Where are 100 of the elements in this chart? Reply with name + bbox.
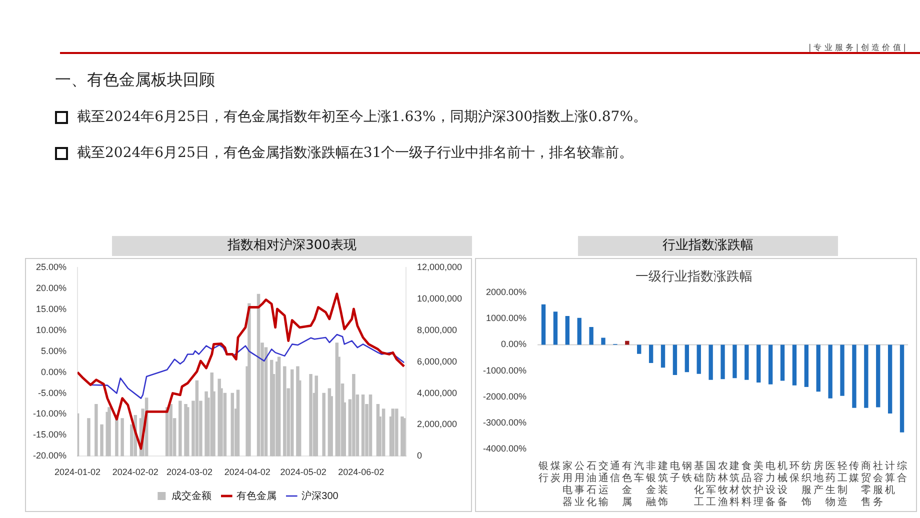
bar bbox=[94, 404, 98, 456]
x-tick-label: 社会服务 bbox=[873, 460, 884, 508]
y2-tick-label: 8,000,000 bbox=[416, 324, 458, 335]
bar bbox=[648, 344, 654, 363]
bar bbox=[828, 344, 832, 398]
bar bbox=[236, 390, 240, 456]
x-tick-label: 非银金融 bbox=[645, 460, 656, 508]
x-tick-label: 2024-03-02 bbox=[166, 467, 213, 478]
y-tick-label: -4000.00% bbox=[482, 443, 527, 454]
x-tick-label: 家用电器 bbox=[562, 460, 572, 508]
y-tick-label: -20.00% bbox=[32, 450, 67, 461]
y-tick-label: 25.00% bbox=[36, 262, 67, 272]
bar bbox=[816, 344, 820, 392]
bar bbox=[708, 344, 713, 380]
bar bbox=[744, 344, 749, 380]
bar bbox=[352, 374, 356, 456]
text: | 专 业 服 务 | 创 造 价 值 | bbox=[808, 42, 906, 53]
bar bbox=[577, 318, 582, 345]
x-tick-label: 传媒 bbox=[849, 460, 860, 484]
chart-title: 行业指数涨跌幅 bbox=[578, 236, 838, 256]
bar bbox=[361, 394, 365, 456]
x-tick-label: 银行 bbox=[538, 460, 549, 484]
chart-title: 指数相对沪深300表现 bbox=[112, 236, 472, 256]
x-tick-label: 建筑材料 bbox=[728, 460, 740, 508]
x-tick-label: 农林牧渔 bbox=[716, 460, 728, 508]
y2-tick-label: 6,000,000 bbox=[416, 356, 458, 366]
x-tick-label: 电力设备 bbox=[766, 460, 776, 508]
bar bbox=[660, 344, 666, 368]
bar bbox=[100, 424, 104, 456]
bar bbox=[108, 407, 111, 456]
text: 一、有色金属板块回顾 bbox=[55, 70, 215, 91]
legend-label: 成交金额 bbox=[172, 490, 212, 502]
x-tick-label: 2024-06-02 bbox=[338, 467, 384, 478]
x-tick-label: 医药生物 bbox=[825, 460, 836, 508]
bar bbox=[732, 344, 737, 378]
bar bbox=[120, 418, 124, 456]
x-tick-label: 建筑装饰 bbox=[657, 460, 668, 508]
bar bbox=[277, 356, 281, 456]
bar bbox=[720, 344, 725, 380]
y-tick-label: 1000.00% bbox=[486, 313, 527, 324]
bar bbox=[792, 344, 797, 386]
y-tick-label: 5.00% bbox=[40, 346, 67, 356]
bar bbox=[230, 392, 234, 456]
bar bbox=[314, 376, 318, 456]
bar bbox=[368, 394, 372, 456]
bar bbox=[840, 344, 844, 396]
bar bbox=[553, 312, 558, 345]
x-tick-label: 美容护理 bbox=[752, 460, 764, 508]
y-tick-label: 0.00% bbox=[40, 366, 67, 377]
bar bbox=[888, 344, 892, 414]
x-tick-label: 2024-05-02 bbox=[280, 467, 326, 478]
y-tick-label: 2000.00% bbox=[486, 287, 527, 298]
x-tick-label: 2024-01-02 bbox=[54, 467, 101, 478]
y2-tick-label: 10,000,000 bbox=[416, 293, 462, 304]
bar bbox=[87, 418, 90, 456]
bar bbox=[900, 344, 904, 432]
bar bbox=[248, 303, 251, 456]
x-tick-label: 有色金属 bbox=[622, 460, 632, 508]
bar bbox=[756, 344, 761, 383]
bar bbox=[290, 369, 294, 456]
y-tick-label: 15.00% bbox=[36, 304, 67, 314]
y2-tick-label: 12,000,000 bbox=[416, 262, 462, 272]
y2-tick-label: 2,000,000 bbox=[416, 419, 458, 430]
x-tick-label: 公用事业 bbox=[574, 460, 584, 508]
bar bbox=[780, 344, 785, 381]
x-tick-label: 交通运输 bbox=[598, 460, 608, 508]
x-tick-label: 2024-02-02 bbox=[112, 467, 158, 478]
x-tick-label: 基础化工 bbox=[692, 460, 704, 508]
x-tick-label: 汽车 bbox=[634, 460, 644, 484]
bar bbox=[186, 407, 190, 456]
bar bbox=[178, 400, 182, 456]
bar bbox=[565, 316, 570, 345]
legend-label: 沪深300 bbox=[302, 490, 339, 502]
x-tick-label: 石油石化 bbox=[586, 460, 596, 508]
x-tick-label: 国防军工 bbox=[706, 460, 716, 508]
x-tick-label: 轻工制造 bbox=[837, 460, 848, 508]
text: 截至2024年6月25日，有色金属指数涨跌幅在31个一级子行业中排名前十，排名较靠前。 bbox=[77, 144, 634, 162]
bar bbox=[864, 344, 868, 408]
y-tick-label: 0.00% bbox=[501, 339, 527, 350]
bar bbox=[601, 338, 606, 345]
bar bbox=[382, 408, 386, 456]
y-tick-label: -15.00% bbox=[32, 430, 67, 440]
bar bbox=[394, 408, 398, 456]
x-tick-label: 商贸零售 bbox=[861, 460, 872, 508]
y-tick-label: -10.00% bbox=[32, 408, 67, 419]
bar bbox=[876, 344, 880, 408]
y2-tick-label: 0 bbox=[416, 450, 422, 461]
x-tick-label: 纺织服饰 bbox=[800, 460, 812, 508]
y-tick-label: -1000.00% bbox=[482, 365, 527, 376]
x-tick-label: 2024-04-02 bbox=[224, 467, 270, 478]
bar bbox=[804, 344, 809, 387]
bar bbox=[322, 392, 326, 456]
bar bbox=[541, 304, 546, 345]
bar bbox=[672, 344, 678, 375]
chart-subtitle: 一级行业指数涨跌幅 bbox=[636, 268, 752, 284]
x-tick-label: 食品饮料 bbox=[740, 460, 752, 508]
y2-tick-label: 4,000,000 bbox=[416, 388, 458, 398]
bar bbox=[169, 404, 172, 456]
x-tick-label: 房地产 bbox=[812, 460, 824, 496]
bar bbox=[589, 327, 594, 345]
